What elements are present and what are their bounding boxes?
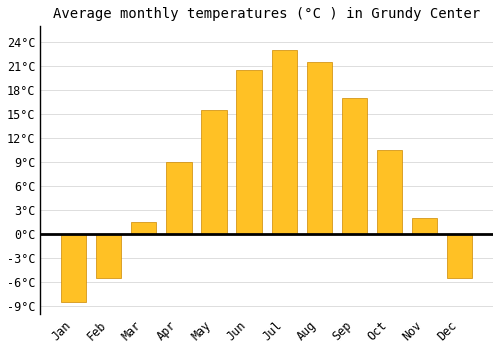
Bar: [342, 98, 367, 234]
Bar: [61, 234, 86, 302]
Title: Average monthly temperatures (°C ) in Grundy Center: Average monthly temperatures (°C ) in Gr…: [53, 7, 480, 21]
Bar: [447, 234, 472, 278]
Bar: [306, 62, 332, 234]
Bar: [236, 70, 262, 234]
Bar: [131, 222, 156, 234]
Bar: [412, 218, 438, 234]
Bar: [202, 110, 226, 234]
Bar: [377, 150, 402, 234]
Bar: [272, 50, 297, 234]
Bar: [166, 162, 192, 234]
Bar: [96, 234, 122, 278]
